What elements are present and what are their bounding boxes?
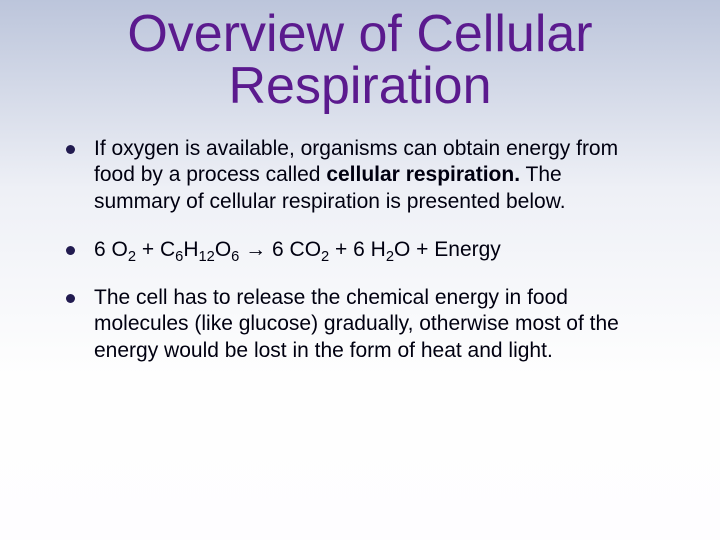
eq-sub1: 2 [128,249,136,265]
slide-container: Overview of Cellular Respiration If oxyg… [0,0,720,540]
bullet-list: If oxygen is available, organisms can ob… [50,136,670,364]
bullet-item-1: If oxygen is available, organisms can ob… [60,136,640,215]
eq-arrow: → [239,238,272,261]
eq-plus-h: + 6 H [329,238,386,261]
eq-sub3: 12 [198,249,214,265]
eq-h: H [183,238,198,261]
eq-o: O [215,238,231,261]
eq-6o: 6 O [94,238,128,261]
eq-plus-c: + C [136,238,175,261]
slide-title: Overview of Cellular Respiration [50,8,670,112]
bullet-item-3: The cell has to release the chemical ene… [60,285,640,364]
eq-6co: 6 CO [272,238,321,261]
eq-end: O + Energy [394,238,501,261]
bullet-item-2-equation: 6 O2 + C6H12O6 → 6 CO2 + 6 H2O + Energy [60,237,640,263]
eq-sub5: 2 [321,249,329,265]
eq-sub6: 2 [386,249,394,265]
bullet1-bold: cellular respiration. [326,163,520,186]
